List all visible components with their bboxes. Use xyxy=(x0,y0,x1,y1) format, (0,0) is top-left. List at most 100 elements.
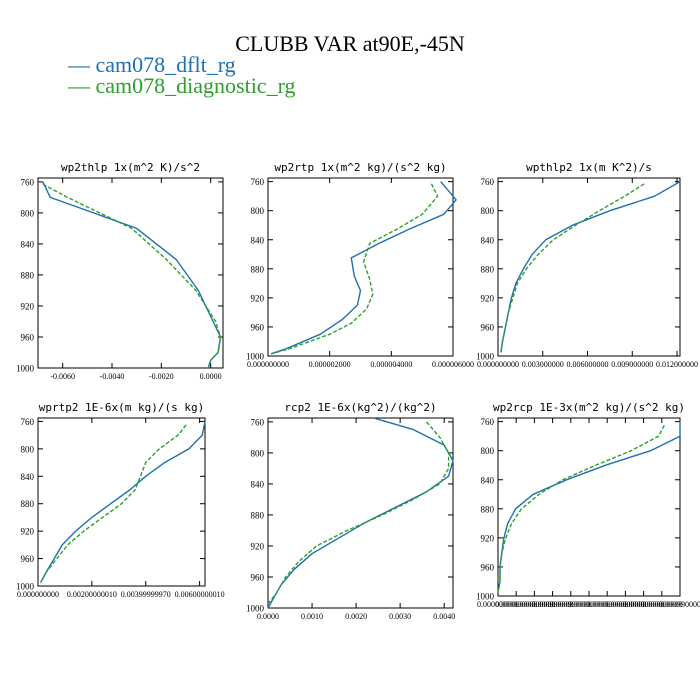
panel-title: wprtp2 1E-6x(m kg)/(s kg) xyxy=(39,401,205,414)
y-tick-label: 800 xyxy=(251,206,265,216)
x-tick-label: 0.000000000 xyxy=(495,600,537,609)
panel-title: wp2rtp 1x(m^2 kg)/(s^2 kg) xyxy=(274,161,446,174)
series-line-cam078_dflt_rg xyxy=(270,181,457,355)
y-tick-label: 1000 xyxy=(16,582,35,592)
x-tick-label: 0.000000000 xyxy=(641,600,683,609)
y-tick-label: 800 xyxy=(481,206,495,216)
x-tick-label: 0.0040 xyxy=(433,612,455,621)
series-line-cam078_diagnostic_rg xyxy=(267,421,450,605)
x-tick-label: 0.000000000 xyxy=(568,600,610,609)
y-tick-label: 1000 xyxy=(246,604,265,614)
x-tick-label: 0.000000000 xyxy=(477,360,519,369)
x-tick-label: 0.012000000 xyxy=(656,360,698,369)
plot-frame xyxy=(37,417,206,587)
y-tick-label: 960 xyxy=(251,322,265,332)
x-tick-label: 0.0030 xyxy=(389,612,411,621)
y-tick-label: 800 xyxy=(251,448,265,458)
x-tick-label: 0.003000000 xyxy=(522,360,564,369)
y-tick-label: 960 xyxy=(481,322,495,332)
legend-entry-dflt: — cam078_dflt_rg xyxy=(68,52,236,77)
y-tick-label: 840 xyxy=(21,472,35,482)
y-tick-label: 880 xyxy=(251,264,265,274)
x-tick-label: 0.000000000 xyxy=(477,600,519,609)
y-tick-label: 840 xyxy=(481,235,495,245)
y-tick-label: 1000 xyxy=(476,592,495,602)
x-tick-label: 0.00200000010 xyxy=(67,590,117,599)
series-line-cam078_diagnostic_rg xyxy=(500,183,645,353)
panel-title: wp2thlp 1x(m^2 K)/s^2 xyxy=(61,161,200,174)
y-tick-label: 800 xyxy=(21,444,35,454)
x-tick-label: -0.0040 xyxy=(100,372,125,381)
panel-title: rcp2 1E-6x(kg^2)/(kg^2) xyxy=(284,401,436,414)
x-tick-label: 0.0000 xyxy=(257,612,279,621)
panel-2: wp2rtp 1x(m^2 kg)/(s^2 kg) 760 800 840 880 92… xyxy=(246,161,474,369)
x-tick-label: 0.000000000 xyxy=(623,600,665,609)
plot-frame xyxy=(497,177,681,357)
y-tick-label: 760 xyxy=(481,177,495,187)
plot-frame xyxy=(497,417,681,597)
y-tick-label: 880 xyxy=(251,510,265,520)
x-tick-label: 0.000990000 xyxy=(659,600,700,609)
x-tick-label: 0.000006000 xyxy=(432,360,474,369)
x-tick-label: 0.000990000 xyxy=(550,600,592,609)
y-tick-label: 760 xyxy=(21,177,35,187)
plot-frame xyxy=(267,177,454,357)
series-line-cam078_diagnostic_rg xyxy=(42,183,222,369)
y-tick-label: 760 xyxy=(251,177,265,187)
y-tick-label: 760 xyxy=(251,417,265,427)
plot-frame xyxy=(37,177,224,369)
x-tick-label: 0.0010 xyxy=(301,612,323,621)
panel-5: rcp2 1E-6x(kg^2)/(kg^2) 760 800 840 880 920 96… xyxy=(246,401,455,621)
y-tick-label: 840 xyxy=(251,479,265,489)
x-tick-label: -0.0020 xyxy=(149,372,174,381)
series-line-cam078_diagnostic_rg xyxy=(270,183,439,355)
series-line-cam078_dflt_rg xyxy=(500,180,681,353)
y-tick-label: 960 xyxy=(21,554,35,564)
y-tick-label: 880 xyxy=(481,264,495,274)
x-tick-label: 0.006000000 xyxy=(567,360,609,369)
x-tick-label: 0.000000000 xyxy=(17,590,59,599)
panel-4: wprtp2 1E-6x(m kg)/(s kg) 760 800 840 880 920… xyxy=(16,401,225,599)
panel-6: wp2rcp 1E-3x(m^2 kg)/(s^2 kg) 760 800 840 88… xyxy=(476,401,700,609)
x-tick-label: 0.000990000 xyxy=(532,600,574,609)
y-tick-label: 920 xyxy=(251,293,265,303)
y-tick-label: 920 xyxy=(481,533,495,543)
panel-title: wpthlp2 1x(m K^2)/s xyxy=(526,161,652,174)
x-tick-label: 0.000000000 xyxy=(604,600,646,609)
panel-1: wp2thlp 1x(m^2 K)/s^2 760 800 840 880 920 960 1… xyxy=(16,161,224,381)
y-tick-label: 880 xyxy=(21,499,35,509)
series-line-cam078_dflt_rg xyxy=(40,421,206,583)
x-tick-label: 0.0020 xyxy=(345,612,367,621)
series-line-cam078_dflt_rg xyxy=(497,421,681,593)
series-line-cam078_diagnostic_rg xyxy=(497,424,665,593)
y-tick-label: 840 xyxy=(21,239,35,249)
y-tick-label: 760 xyxy=(481,417,495,427)
y-tick-label: 840 xyxy=(251,235,265,245)
y-tick-label: 1000 xyxy=(246,352,265,362)
x-tick-label: 0.000004000 xyxy=(370,360,412,369)
x-tick-label: 0.000002000 xyxy=(309,360,351,369)
x-tick-label: 0.000000000 xyxy=(586,600,628,609)
x-tick-label: 0.00600000010 xyxy=(175,590,225,599)
y-tick-label: 1000 xyxy=(476,352,495,362)
y-tick-label: 880 xyxy=(21,270,35,280)
y-tick-label: 960 xyxy=(251,572,265,582)
series-line-cam078_dflt_rg xyxy=(267,417,454,609)
y-tick-label: 800 xyxy=(481,446,495,456)
y-tick-label: 1000 xyxy=(16,364,35,374)
x-tick-label: 0.0000 xyxy=(200,372,222,381)
x-tick-label: 0.000000000 xyxy=(513,600,555,609)
page-title: CLUBB VAR at90E,-45N xyxy=(235,31,465,56)
y-tick-label: 920 xyxy=(481,293,495,303)
y-tick-label: 760 xyxy=(21,417,35,427)
y-tick-label: 880 xyxy=(481,504,495,514)
panel-3: wpthlp2 1x(m K^2)/s 760 800 840 880 920 960 100… xyxy=(476,161,698,369)
y-tick-label: 920 xyxy=(21,527,35,537)
x-tick-label: 0.000000000 xyxy=(247,360,289,369)
y-tick-label: 960 xyxy=(21,332,35,342)
series-line-cam078_diagnostic_rg xyxy=(40,424,187,583)
x-tick-label: 0.00399999970 xyxy=(121,590,171,599)
legend-entry-diagnostic: — cam078_diagnostic_rg xyxy=(68,73,296,98)
y-tick-label: 920 xyxy=(251,541,265,551)
